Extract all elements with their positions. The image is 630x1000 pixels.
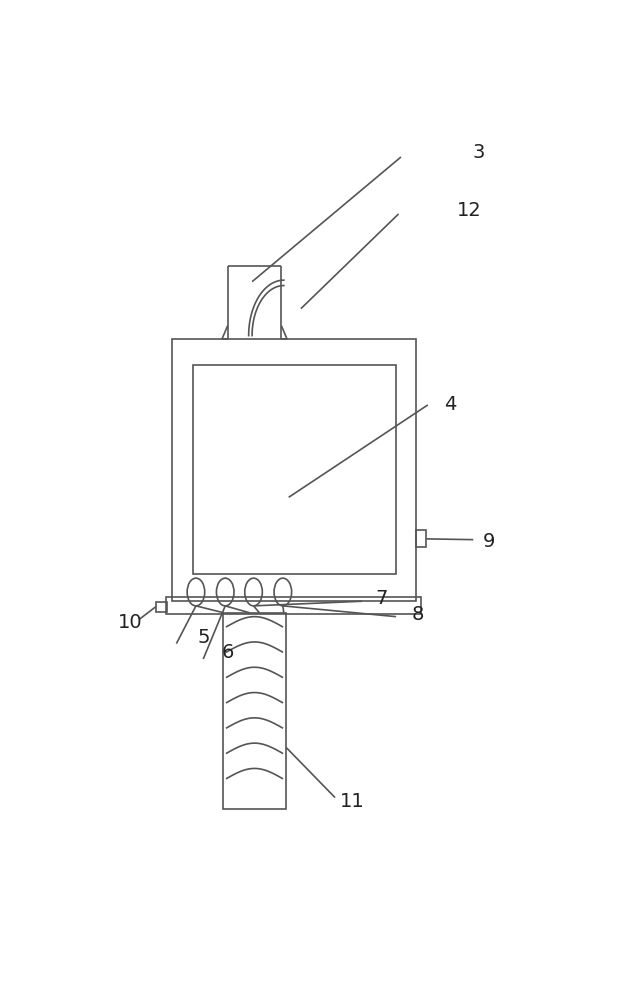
- Text: 11: 11: [340, 792, 365, 811]
- Text: 6: 6: [222, 643, 234, 662]
- Bar: [166, 597, 421, 614]
- Text: 7: 7: [375, 589, 387, 608]
- Text: 9: 9: [483, 532, 495, 551]
- Text: 3: 3: [473, 143, 485, 162]
- Text: 8: 8: [412, 605, 424, 624]
- Text: 10: 10: [118, 613, 142, 632]
- Bar: [416, 530, 427, 547]
- Text: 12: 12: [457, 201, 482, 220]
- Bar: [156, 602, 166, 612]
- Text: 4: 4: [444, 395, 456, 414]
- Text: 5: 5: [197, 628, 210, 647]
- Bar: [171, 339, 416, 601]
- Bar: [193, 365, 396, 574]
- Bar: [223, 613, 286, 809]
